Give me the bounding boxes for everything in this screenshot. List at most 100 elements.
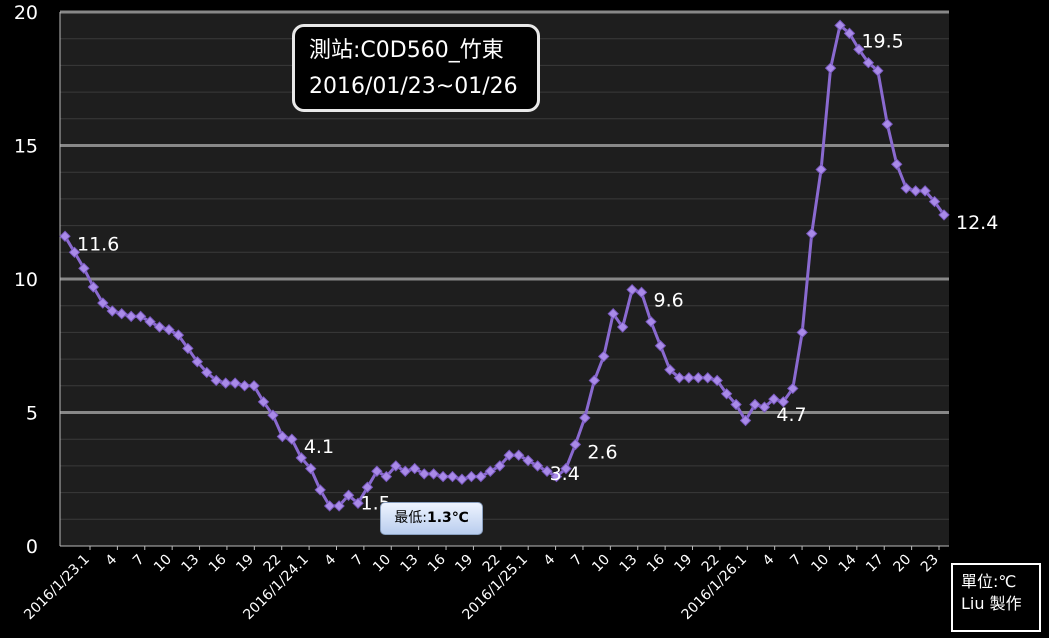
data-point-marker <box>607 308 619 320</box>
x-tick-label: 4 <box>322 551 340 569</box>
data-point-marker <box>749 398 761 411</box>
chart-title-box: 測站:C0D560_竹東 2016/01/23~01/26 <box>292 24 540 112</box>
data-point-marker <box>768 393 780 405</box>
data-point-marker <box>409 462 421 475</box>
data-point-marker <box>465 470 478 483</box>
temperature-series-line <box>63 23 946 508</box>
data-point-marker <box>531 460 544 472</box>
y-tick-label: 0 <box>26 536 38 558</box>
data-point-marker <box>598 350 610 363</box>
data-point-marker <box>664 364 676 376</box>
x-tick-label: 13 <box>398 552 422 576</box>
data-point-marker <box>399 465 411 477</box>
data-value-label: 4.7 <box>776 404 806 426</box>
data-point-marker <box>125 310 137 323</box>
data-value-label: 12.4 <box>956 212 998 234</box>
data-point-marker <box>881 118 893 130</box>
data-point-marker <box>872 65 884 77</box>
data-point-marker <box>153 321 166 333</box>
minimum-callout-prefix: 最低: <box>394 510 427 526</box>
data-point-marker <box>295 452 307 464</box>
data-point-marker <box>144 316 156 328</box>
x-tick-label: 2016/1/23.1 <box>21 552 93 624</box>
data-point-marker <box>909 185 922 197</box>
data-point-marker <box>116 308 128 320</box>
data-point-marker <box>503 449 515 461</box>
data-point-marker <box>305 462 317 475</box>
x-tick-label: 16 <box>206 551 230 575</box>
x-tick-label: 19 <box>452 552 476 576</box>
data-point-marker <box>418 468 430 480</box>
data-point-marker <box>390 460 402 472</box>
y-tick-label: 15 <box>14 136 38 158</box>
data-point-marker <box>720 388 733 400</box>
data-point-marker <box>78 262 90 275</box>
x-tick-label: 10 <box>370 552 394 576</box>
data-point-marker <box>59 230 71 242</box>
data-point-marker <box>238 380 251 392</box>
data-point-marker <box>257 396 270 408</box>
x-tick-label: 17 <box>863 552 887 576</box>
data-point-marker <box>796 326 808 339</box>
data-point-marker <box>97 297 109 309</box>
data-point-marker <box>900 182 912 194</box>
y-tick-label: 5 <box>26 403 38 425</box>
data-point-marker <box>276 430 289 443</box>
x-tick-label: 4 <box>541 551 559 569</box>
data-point-marker <box>787 382 799 395</box>
data-point-marker <box>371 465 383 477</box>
data-point-marker <box>361 481 374 493</box>
data-point-marker <box>456 473 468 485</box>
data-point-marker <box>730 398 742 411</box>
data-point-marker <box>494 460 506 472</box>
data-point-marker <box>333 500 345 512</box>
data-point-marker <box>201 366 213 379</box>
data-point-marker <box>134 310 147 323</box>
x-tick-label: 10 <box>808 552 832 576</box>
data-point-marker <box>579 412 591 424</box>
minimum-callout: 最低:1.3℃ <box>380 502 483 535</box>
data-point-marker <box>683 372 695 384</box>
data-point-marker <box>323 500 336 512</box>
x-tick-label: 19 <box>233 552 257 576</box>
data-value-label: 11.6 <box>77 233 119 255</box>
data-point-marker <box>843 27 856 40</box>
data-value-label: 2.6 <box>587 442 617 464</box>
author-label: Liu 製作 <box>961 594 1022 613</box>
data-point-marker <box>654 340 667 352</box>
data-point-marker <box>702 372 714 384</box>
data-point-marker <box>673 372 686 384</box>
data-point-marker <box>219 377 232 389</box>
data-point-marker <box>815 163 827 176</box>
data-point-marker <box>427 468 440 480</box>
x-tick-label: 13 <box>617 552 641 576</box>
data-point-marker <box>711 374 723 387</box>
data-point-marker <box>919 185 931 197</box>
data-point-marker <box>182 342 194 355</box>
data-point-marker <box>446 470 459 483</box>
data-point-marker <box>522 454 534 467</box>
data-point-marker <box>380 470 393 483</box>
data-point-marker <box>550 470 563 483</box>
x-tick-label: 10 <box>589 552 613 576</box>
data-point-marker <box>805 227 818 240</box>
data-point-marker <box>352 497 364 509</box>
y-tick-label: 20 <box>14 2 38 24</box>
data-point-marker <box>560 462 572 475</box>
data-value-label: 3.4 <box>550 463 580 485</box>
data-point-marker <box>437 470 449 483</box>
x-tick-label: 7 <box>568 552 586 570</box>
data-point-marker <box>163 324 175 336</box>
unit-label: 單位:℃ <box>961 572 1017 591</box>
x-tick-label: 4 <box>760 551 778 569</box>
data-value-label: 4.1 <box>304 436 334 458</box>
data-value-label: 19.5 <box>861 30 903 52</box>
data-point-marker <box>891 158 903 170</box>
x-tick-label: 13 <box>178 552 202 576</box>
data-point-marker <box>248 380 260 392</box>
data-point-marker <box>824 62 837 74</box>
data-point-marker <box>645 316 657 328</box>
data-point-marker <box>210 374 222 387</box>
data-point-marker <box>475 470 487 483</box>
data-point-marker <box>512 449 525 461</box>
